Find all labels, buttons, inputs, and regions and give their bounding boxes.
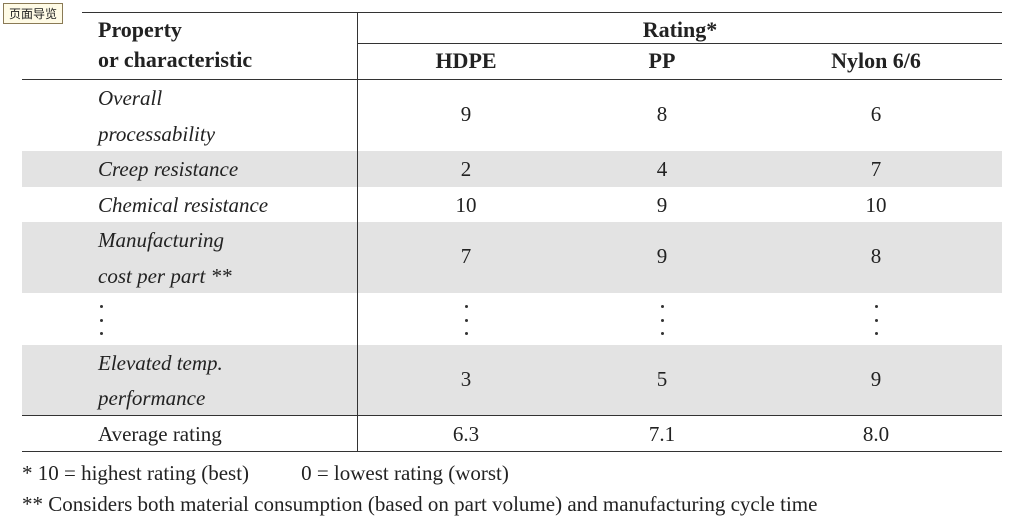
average-rule xyxy=(22,415,1002,416)
footnote-highest: * 10 = highest rating (best) xyxy=(22,461,250,485)
property-label: processability xyxy=(98,122,216,146)
rating-cell: 2 xyxy=(460,157,472,181)
property-label: performance xyxy=(98,386,206,410)
row-band-elevated xyxy=(22,345,1002,415)
property-label: Manufacturing xyxy=(98,228,224,252)
property-header-line2: or characteristic xyxy=(98,47,253,72)
header-divider xyxy=(357,12,358,80)
ellipsis-icon xyxy=(659,305,665,335)
rating-cell: 7 xyxy=(870,157,882,181)
rating-cell: 10 xyxy=(865,193,887,217)
footnote-cost: ** Considers both material consumption (… xyxy=(22,492,818,516)
ellipsis-icon xyxy=(873,305,879,335)
row-band-creep xyxy=(22,151,1002,187)
footnote-scale: * 10 = highest rating (best) 0 = lowest r… xyxy=(22,458,509,488)
rating-cell: 9 xyxy=(656,193,668,217)
average-label: Average rating xyxy=(98,422,222,446)
property-label: Chemical resistance xyxy=(98,193,269,217)
header-rule xyxy=(22,79,1002,80)
page-preview-badge[interactable]: 页面导览 xyxy=(3,3,64,24)
average-cell: 8.0 xyxy=(862,422,890,446)
rating-rule xyxy=(358,43,1002,44)
rating-cell: 8 xyxy=(870,244,882,268)
top-rule xyxy=(82,12,1002,13)
average-cell: 7.1 xyxy=(648,422,676,446)
rating-cell: 3 xyxy=(460,367,472,391)
ellipsis-icon xyxy=(463,305,469,335)
column-header-hdpe: HDPE xyxy=(435,48,497,73)
column-header-nylon: Nylon 6/6 xyxy=(831,48,921,73)
rating-cell: 4 xyxy=(656,157,668,181)
column-header-pp: PP xyxy=(648,48,676,73)
rating-cell: 8 xyxy=(656,102,668,126)
footnote-lowest: 0 = lowest rating (worst) xyxy=(301,461,509,485)
rating-cell: 6 xyxy=(870,102,882,126)
rating-cell: 10 xyxy=(455,193,477,217)
rating-cell: 9 xyxy=(460,102,472,126)
row-band-cost xyxy=(22,222,1002,293)
average-cell: 6.3 xyxy=(452,422,480,446)
rating-header: Rating* xyxy=(642,17,718,42)
bottom-rule xyxy=(22,451,1002,452)
property-label: cost per part ** xyxy=(98,264,232,288)
rating-cell: 5 xyxy=(656,367,668,391)
rating-cell: 9 xyxy=(870,367,882,391)
rating-table: Property or characteristic Rating* HDPE … xyxy=(22,0,1002,460)
property-label: Elevated temp. xyxy=(98,351,223,375)
ellipsis-icon xyxy=(98,305,104,335)
rating-cell: 7 xyxy=(460,244,472,268)
property-label: Creep resistance xyxy=(98,157,239,181)
property-header-line1: Property xyxy=(98,17,182,42)
rating-cell: 9 xyxy=(656,244,668,268)
column-divider xyxy=(357,80,358,452)
property-label: Overall xyxy=(98,86,163,110)
